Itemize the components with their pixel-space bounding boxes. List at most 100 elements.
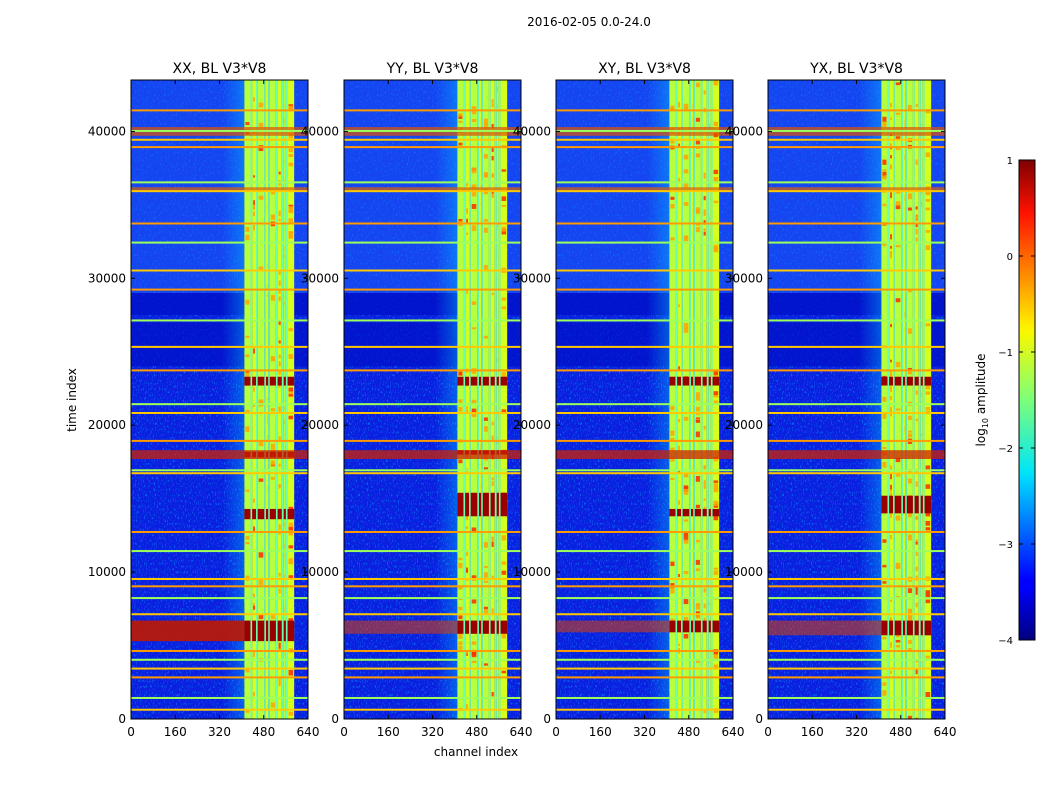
hot-speck — [271, 444, 275, 449]
hot-speck — [259, 196, 264, 200]
hot-speck — [896, 567, 901, 569]
colorbar-tick-label: −4 — [998, 636, 1013, 647]
hot-band — [501, 377, 508, 386]
flagged-row — [344, 550, 521, 552]
hot-speck — [678, 500, 680, 504]
hot-speck — [458, 143, 462, 146]
hot-speck — [492, 148, 494, 152]
hot-speck — [882, 397, 886, 402]
hot-speck — [289, 148, 294, 152]
hot-speck — [908, 478, 912, 483]
hot-speck — [714, 391, 719, 395]
flagged-row — [344, 472, 521, 474]
flagged-row — [344, 668, 521, 670]
hot-speck — [704, 213, 706, 216]
flagged-row — [768, 613, 945, 615]
hot-speck — [896, 201, 901, 206]
hot-speck — [458, 616, 462, 620]
hot-band — [907, 621, 913, 636]
hot-band — [925, 496, 932, 514]
hot-speck — [245, 536, 249, 540]
flagged-row — [768, 550, 945, 552]
y-tick-label: 0 — [331, 712, 339, 726]
hot-band — [895, 496, 902, 514]
flagged-row — [556, 369, 733, 371]
heatmap-image — [768, 80, 945, 721]
hot-speck — [714, 480, 719, 483]
hot-speck — [289, 558, 294, 564]
x-tick-label: 160 — [377, 725, 400, 739]
hot-speck — [472, 301, 477, 305]
hot-speck — [684, 519, 689, 521]
hot-speck — [684, 599, 689, 604]
hot-band — [915, 621, 919, 636]
hot-speck — [253, 205, 255, 209]
flagged-row — [344, 578, 521, 580]
hot-speck — [696, 395, 700, 401]
hot-band — [465, 493, 469, 517]
flagged-row — [768, 697, 945, 699]
wide-hot-band — [344, 621, 457, 634]
y-tick-label: 30000 — [88, 271, 126, 285]
flagged-row — [131, 139, 308, 141]
hot-speck — [704, 173, 706, 179]
hot-speck — [253, 526, 255, 531]
hot-speck — [926, 527, 931, 530]
hot-band — [278, 377, 282, 386]
hot-speck — [502, 196, 507, 201]
hot-speck — [466, 516, 468, 520]
hot-speck — [714, 80, 719, 85]
hot-speck — [696, 603, 700, 606]
hot-speck — [684, 571, 689, 574]
channel-gap — [887, 80, 889, 719]
x-tick-label: 0 — [764, 725, 772, 739]
hot-band — [252, 621, 256, 642]
hot-speck — [492, 156, 494, 160]
hot-speck — [896, 635, 901, 637]
hot-speck — [890, 155, 892, 158]
hot-speck — [882, 539, 886, 542]
panel-title: YX, BL V3*V8 — [809, 61, 903, 77]
hot-speck — [890, 671, 892, 674]
flagged-row — [768, 181, 945, 183]
hot-speck — [484, 426, 488, 432]
flagged-row — [344, 697, 521, 699]
hot-speck — [484, 566, 488, 568]
hot-speck — [670, 197, 674, 200]
hot-speck — [466, 567, 468, 572]
hot-band — [471, 377, 478, 386]
channel-gap — [282, 80, 284, 719]
hot-band — [907, 377, 913, 386]
x-tick-label: 320 — [633, 725, 656, 739]
hot-speck — [492, 104, 494, 107]
x-tick-label: 0 — [552, 725, 560, 739]
hot-band — [709, 509, 711, 516]
hot-speck — [890, 234, 892, 239]
hot-speck — [684, 323, 689, 329]
flagged-row — [131, 585, 308, 587]
suptitle: 2016-02-05 0.0-24.0 — [527, 15, 651, 29]
hot-band — [703, 377, 707, 386]
hot-band — [895, 377, 902, 386]
flagged-row — [131, 597, 308, 599]
flagged-row — [768, 676, 945, 678]
flagged-row — [556, 403, 733, 405]
hot-band — [270, 621, 276, 642]
heatmap-image — [344, 80, 521, 723]
flagged-row — [556, 709, 733, 711]
hot-speck — [466, 410, 468, 413]
hot-speck — [458, 399, 462, 402]
hot-speck — [908, 588, 912, 593]
hot-speck — [502, 229, 507, 232]
flagged-row — [556, 469, 733, 471]
hot-speck — [896, 113, 901, 115]
hot-speck — [279, 682, 281, 686]
hot-speck — [684, 540, 689, 544]
hot-speck — [502, 306, 507, 309]
hot-band — [703, 621, 707, 633]
hot-band — [903, 377, 905, 386]
hot-speck — [279, 371, 281, 375]
hot-band — [695, 621, 701, 633]
